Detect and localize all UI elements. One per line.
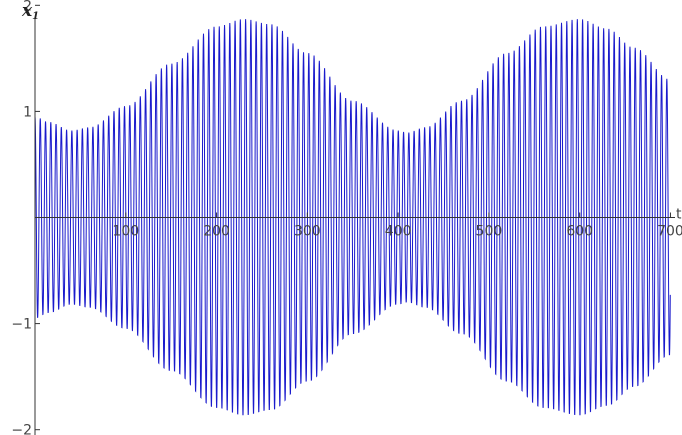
x-tick-label: 200 [203, 224, 230, 240]
y-tick-label: −2 [11, 423, 32, 435]
x-tick-label: 400 [385, 224, 412, 240]
y-tick-label: 2 [23, 0, 32, 14]
y-axis-label: x1 [21, 1, 39, 22]
x-axis-label: t [676, 207, 682, 223]
y-tick-label: 1 [23, 104, 32, 120]
axes-layer [34, 18, 675, 435]
x-tick-label: 100 [112, 224, 139, 240]
series-layer [34, 19, 671, 416]
x-tick-label: 300 [294, 224, 321, 240]
series-line [34, 19, 671, 416]
x-tick-label: 600 [566, 224, 593, 240]
y-tick-label: −1 [11, 317, 32, 333]
ticks-layer: 100 200 300 400 500 600 700 −2 −1 1 2 [11, 0, 682, 435]
x-tick-label: 700 [657, 224, 682, 240]
x-tick-label: 500 [476, 224, 503, 240]
